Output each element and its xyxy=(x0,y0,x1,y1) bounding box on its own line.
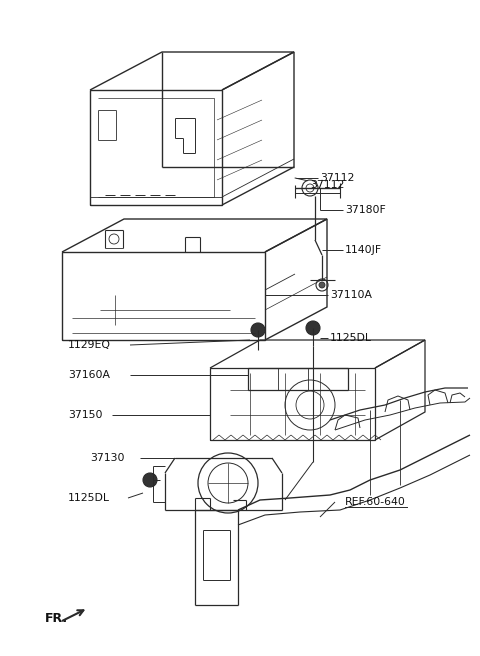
Circle shape xyxy=(143,473,157,487)
Text: 1140JF: 1140JF xyxy=(345,245,382,255)
Text: 1129EQ: 1129EQ xyxy=(68,340,111,350)
Text: 37180F: 37180F xyxy=(345,205,386,215)
Circle shape xyxy=(251,323,265,337)
Text: 37150: 37150 xyxy=(68,410,103,420)
Text: 37112: 37112 xyxy=(320,173,354,183)
Text: 1125DL: 1125DL xyxy=(330,333,372,343)
Text: 37112: 37112 xyxy=(295,178,344,190)
Text: FR.: FR. xyxy=(45,611,68,625)
Text: 37130: 37130 xyxy=(90,453,124,463)
Text: 37160A: 37160A xyxy=(68,370,110,380)
Circle shape xyxy=(319,282,325,288)
Text: 37110A: 37110A xyxy=(330,290,372,300)
Text: 1125DL: 1125DL xyxy=(68,493,110,503)
Circle shape xyxy=(306,321,320,335)
Text: REF.60-640: REF.60-640 xyxy=(345,497,406,507)
